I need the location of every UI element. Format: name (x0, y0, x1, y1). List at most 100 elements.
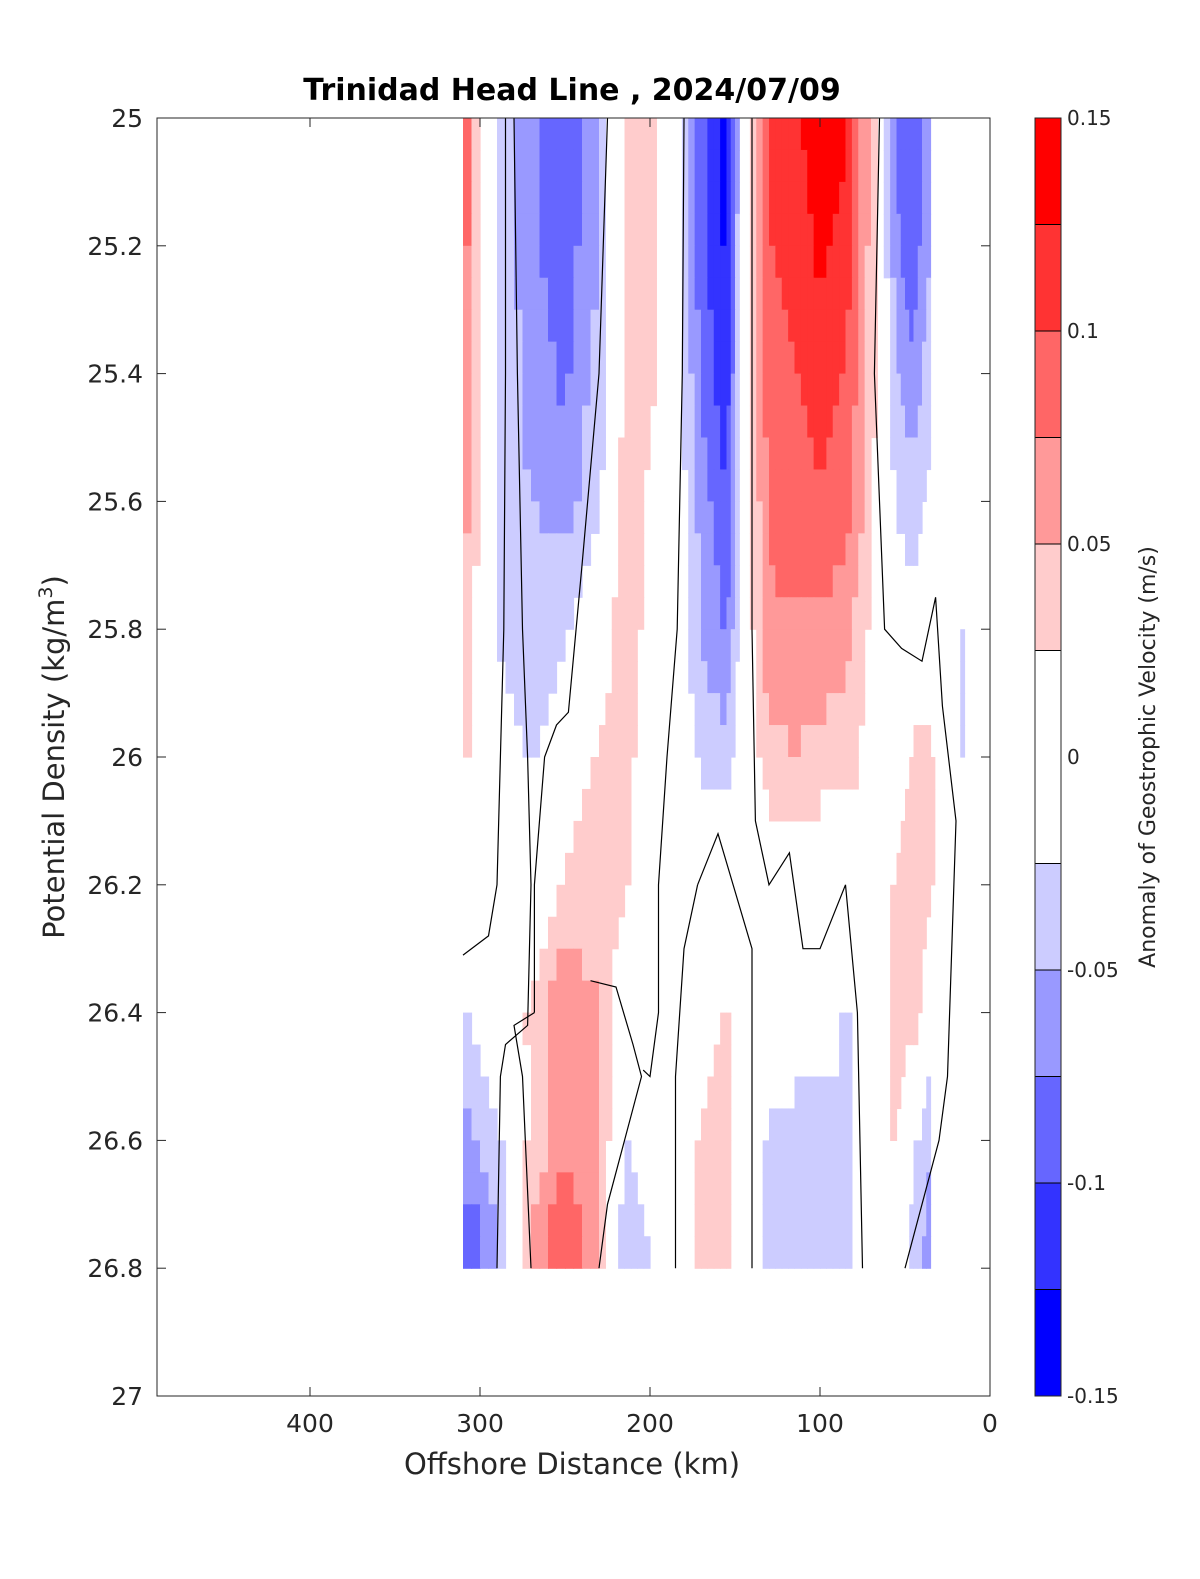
contour-cell (820, 309, 827, 343)
contour-cell (769, 341, 776, 375)
contour-cell (826, 437, 834, 471)
contour-cell (637, 373, 645, 407)
contour-cell (522, 693, 532, 726)
contour-cell (707, 213, 715, 247)
contour-cell (556, 597, 566, 630)
contour-cell (463, 629, 473, 662)
contour-cell (832, 533, 840, 566)
contour-cell (713, 629, 721, 662)
contour-cell (960, 629, 966, 662)
contour-cell (556, 565, 566, 598)
contour-cell (688, 213, 696, 247)
contour-cell (605, 1076, 613, 1110)
contour-cell (775, 341, 783, 375)
contour-cell (913, 373, 919, 407)
contour-cell (522, 213, 532, 247)
contour-cell (720, 277, 728, 311)
contour-cell (851, 405, 859, 439)
contour-cell (590, 820, 600, 854)
contour-cell (531, 533, 541, 566)
contour-cell (788, 437, 796, 471)
contour-cell (694, 437, 702, 471)
contour-cell (794, 629, 802, 662)
contour-cell (900, 980, 906, 1014)
contour-cell (611, 788, 619, 822)
contour-cell (463, 469, 473, 502)
contour-cell (611, 757, 619, 790)
contour-cell (573, 245, 583, 279)
contour-cell (883, 181, 891, 215)
contour-cell (730, 597, 736, 630)
contour-cell (839, 725, 847, 758)
contour-cell (720, 1172, 728, 1205)
contour-cell (807, 725, 815, 758)
y-tick-label: 26.8 (87, 1254, 143, 1283)
contour-cell (573, 948, 583, 982)
contour-cell (769, 1140, 776, 1173)
zero-contour-line (590, 980, 643, 1269)
contour-cell (905, 1012, 910, 1046)
contour-cell (769, 437, 776, 471)
contour-cell (807, 213, 815, 247)
contour-cell (781, 597, 789, 630)
contour-cell (756, 277, 764, 311)
contour-cell (839, 1012, 847, 1046)
contour-cell (694, 1172, 702, 1205)
contour-cell (896, 852, 902, 886)
contour-cell (539, 1012, 549, 1046)
contour-cell (505, 565, 515, 598)
contour-cell (851, 309, 859, 343)
contour-cell (913, 884, 919, 918)
contour-cell (548, 597, 558, 630)
contour-cell (726, 533, 732, 566)
contour-cell (926, 245, 932, 279)
contour-cell (871, 149, 878, 183)
contour-cell (713, 725, 721, 758)
contour-cell (839, 277, 847, 311)
contour-cell (909, 916, 915, 950)
contour-cell (590, 1140, 600, 1173)
contour-cell (756, 597, 764, 630)
contour-cell (900, 118, 906, 151)
contour-cell (905, 437, 910, 471)
contour-cell (826, 1108, 834, 1141)
contour-cell (531, 118, 541, 151)
contour-cell (573, 309, 583, 343)
contour-cell (720, 629, 728, 662)
contour-cell (826, 213, 834, 247)
contour-cell (565, 1236, 575, 1269)
contour-cell (762, 277, 770, 311)
contour-cell (611, 820, 619, 854)
contour-cell (701, 661, 708, 694)
contour-cell (909, 1012, 915, 1046)
contour-cell (573, 501, 583, 534)
contour-cell (730, 309, 736, 343)
contour-cell (749, 565, 757, 598)
contour-cell (922, 437, 927, 471)
contour-cell (531, 501, 541, 534)
contour-cell (694, 533, 702, 566)
contour-cell (726, 437, 732, 471)
contour-cell (471, 437, 481, 471)
contour-cell (573, 1044, 583, 1078)
contour-cell (707, 501, 715, 534)
contour-cell (463, 181, 473, 215)
contour-cell (463, 405, 473, 439)
x-axis: 400 300 200 100 0 (286, 118, 998, 1438)
contour-cell (917, 725, 923, 758)
contour-cell (922, 469, 927, 502)
contour-cell (762, 533, 770, 566)
contour-cell (582, 533, 592, 566)
contour-cell (871, 405, 878, 439)
contour-cell (788, 469, 796, 502)
y-tick-label: 25.2 (87, 232, 143, 261)
contour-cell (611, 661, 619, 694)
contour-cell (539, 469, 549, 502)
contour-cell (851, 661, 859, 694)
contour-cell (905, 309, 910, 343)
contour-cell (582, 1204, 592, 1237)
contour-cell (769, 181, 776, 215)
contour-cell (556, 948, 566, 982)
contour-cell (845, 757, 853, 790)
